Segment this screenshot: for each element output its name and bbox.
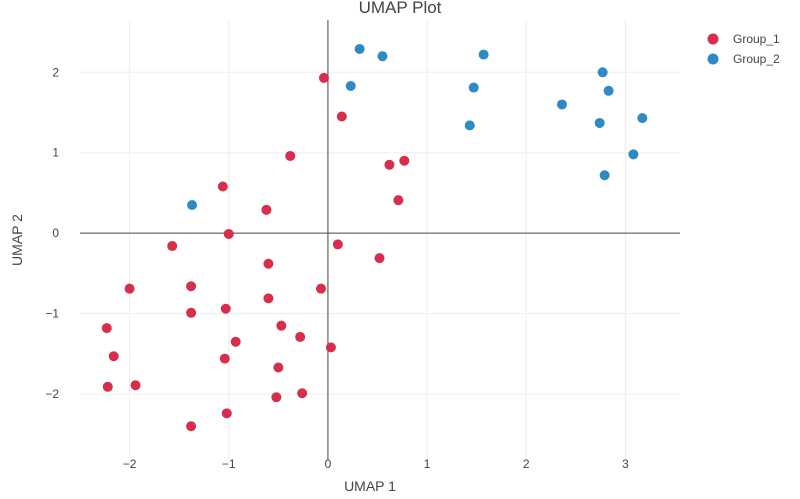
- data-point-group-1[interactable]: [332, 239, 343, 250]
- data-point-group-1[interactable]: [186, 421, 197, 432]
- data-point-group-2[interactable]: [628, 149, 639, 160]
- data-point-group-1[interactable]: [399, 155, 410, 166]
- data-point-group-1[interactable]: [393, 195, 404, 206]
- data-point-group-2[interactable]: [354, 43, 365, 54]
- data-point-group-1[interactable]: [271, 392, 282, 403]
- data-point-group-1[interactable]: [108, 351, 119, 362]
- data-point-group-1[interactable]: [273, 362, 284, 373]
- data-point-group-2[interactable]: [597, 67, 608, 78]
- y-tick-label: 1: [52, 146, 59, 160]
- legend[interactable]: Group_1 Group_2: [707, 32, 781, 66]
- data-point-group-2[interactable]: [603, 85, 614, 96]
- y-tick-label: −1: [45, 307, 59, 321]
- legend-item-group-1[interactable]: Group_1: [707, 32, 781, 46]
- data-point-group-2[interactable]: [345, 80, 356, 91]
- data-point-group-1[interactable]: [221, 408, 232, 419]
- data-point-group-2[interactable]: [187, 200, 198, 211]
- data-point-group-1[interactable]: [318, 72, 329, 83]
- data-point-group-1[interactable]: [124, 283, 135, 294]
- x-tick-label: −2: [123, 457, 137, 471]
- x-tick-label: 2: [523, 457, 530, 471]
- data-point-group-1[interactable]: [297, 388, 308, 399]
- data-point-group-2[interactable]: [637, 113, 648, 124]
- data-point-group-1[interactable]: [263, 293, 274, 304]
- data-point-group-1[interactable]: [261, 204, 272, 215]
- data-point-group-1[interactable]: [102, 381, 113, 392]
- y-tick-label: −2: [45, 387, 59, 401]
- chart-title: UMAP Plot: [359, 0, 442, 17]
- data-point-group-1[interactable]: [325, 342, 336, 353]
- x-tick-label: −1: [222, 457, 236, 471]
- data-point-group-2[interactable]: [478, 49, 489, 60]
- data-point-group-2[interactable]: [468, 82, 479, 93]
- data-point-group-2[interactable]: [599, 170, 610, 181]
- data-point-group-1[interactable]: [217, 181, 228, 192]
- legend-marker-group-1: [707, 33, 719, 45]
- x-tick-label: 0: [325, 457, 332, 471]
- data-points: [101, 43, 648, 432]
- data-point-group-2[interactable]: [594, 117, 605, 128]
- x-tick-label: 3: [622, 457, 629, 471]
- x-tick-label: 1: [424, 457, 431, 471]
- data-point-group-1[interactable]: [219, 353, 230, 364]
- data-point-group-2[interactable]: [556, 99, 567, 110]
- data-point-group-1[interactable]: [315, 283, 326, 294]
- data-point-group-1[interactable]: [384, 159, 395, 170]
- data-point-group-1[interactable]: [186, 281, 197, 292]
- y-tick-label: 2: [52, 65, 59, 79]
- y-axis-label: UMAP 2: [9, 214, 25, 266]
- data-point-group-2[interactable]: [464, 120, 475, 131]
- data-point-group-1[interactable]: [295, 331, 306, 342]
- data-point-group-1[interactable]: [336, 111, 347, 122]
- data-point-group-1[interactable]: [263, 258, 274, 269]
- legend-item-group-2[interactable]: Group_2: [707, 52, 781, 66]
- legend-label-group-1: Group_1: [733, 32, 780, 46]
- data-point-group-1[interactable]: [230, 336, 241, 347]
- data-point-group-1[interactable]: [167, 241, 178, 252]
- data-point-group-1[interactable]: [130, 380, 141, 391]
- data-point-group-1[interactable]: [186, 307, 197, 318]
- grid-lines: [80, 20, 680, 460]
- data-point-group-1[interactable]: [374, 253, 385, 264]
- tick-labels: −2 −1 0 1 2 3 −2 −1 0 1 2: [45, 65, 629, 471]
- legend-label-group-2: Group_2: [733, 52, 780, 66]
- data-point-group-1[interactable]: [276, 320, 287, 331]
- data-point-group-1[interactable]: [285, 150, 296, 161]
- data-point-group-2[interactable]: [377, 51, 388, 62]
- data-point-group-1[interactable]: [101, 323, 112, 334]
- legend-marker-group-2: [707, 53, 719, 65]
- data-point-group-1[interactable]: [223, 228, 234, 239]
- zero-lines: [80, 20, 680, 460]
- data-point-group-1[interactable]: [220, 303, 231, 314]
- y-tick-label: 0: [52, 226, 59, 240]
- x-axis-label: UMAP 1: [344, 478, 396, 494]
